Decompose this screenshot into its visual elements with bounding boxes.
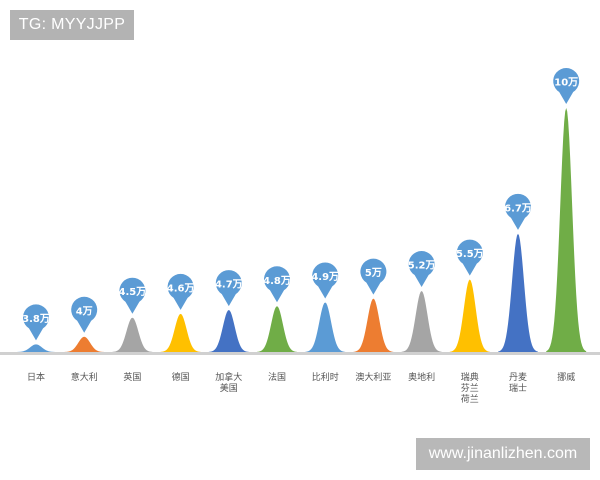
category-label-4: 德国 <box>172 371 190 383</box>
data-label-11: 6.7万 <box>504 202 532 214</box>
category-label-7: 比利时 <box>312 371 339 383</box>
watermark-tag: TG: MYYJJPP <box>10 10 134 40</box>
data-label-bubble-9 <box>408 251 435 287</box>
data-label-10: 5.5万 <box>456 248 484 260</box>
data-label-1: 3.8万 <box>22 313 50 325</box>
bar-10 <box>449 279 490 352</box>
category-label-10-line-2: 芬兰 <box>461 382 479 394</box>
bar-7 <box>305 302 346 352</box>
data-label-2: 4万 <box>76 305 93 317</box>
category-label-3: 英国 <box>123 371 141 383</box>
bar-1 <box>16 344 56 352</box>
site-url-watermark: www.jinanlizhen.com <box>416 438 590 470</box>
bar-11 <box>498 233 538 352</box>
data-label-bubble-2 <box>71 296 98 333</box>
baseline <box>0 352 600 355</box>
category-label-5-line-2: 美国 <box>220 382 238 394</box>
data-label-bubble-11 <box>504 193 531 230</box>
data-label-8: 5万 <box>365 267 382 279</box>
data-label-4: 4.6万 <box>167 282 195 294</box>
category-label-6: 法国 <box>268 371 286 383</box>
bar-9 <box>401 291 442 352</box>
data-label-bubble-1 <box>23 304 49 341</box>
data-label-bubble-7 <box>312 262 339 299</box>
data-label-bubble-5 <box>215 270 242 307</box>
bar-8 <box>353 298 394 352</box>
category-label-5-line-1: 加拿大 <box>215 371 242 383</box>
data-label-bubble-12 <box>553 68 580 104</box>
category-label-2: 意大利 <box>71 371 98 383</box>
category-label-12: 挪威 <box>557 371 575 383</box>
data-label-12: 10万 <box>554 77 578 89</box>
category-label-9: 奥地利 <box>408 371 435 383</box>
data-label-5: 4.7万 <box>215 279 243 291</box>
data-label-bubble-10 <box>456 239 483 276</box>
data-label-bubble-3 <box>119 277 146 314</box>
bar-12 <box>546 108 587 352</box>
bar-3 <box>112 317 153 352</box>
data-label-9: 5.2万 <box>408 260 436 272</box>
data-label-7: 4.9万 <box>311 271 339 283</box>
category-label-1: 日本 <box>27 371 45 383</box>
data-label-3: 4.5万 <box>119 286 147 298</box>
category-label-10-line-1: 瑞典 <box>461 371 479 383</box>
category-label-10-line-3: 荷兰 <box>461 393 479 405</box>
bar-2 <box>64 336 105 352</box>
bar-6 <box>257 306 297 352</box>
data-label-bubble-8 <box>360 258 387 295</box>
data-label-bubble-4 <box>167 273 194 310</box>
data-label-bubble-6 <box>264 266 291 303</box>
bar-4 <box>160 313 201 352</box>
category-label-11-line-1: 丹麦 <box>509 371 527 383</box>
data-label-6: 4.8万 <box>263 275 291 287</box>
category-label-11-line-2: 瑞士 <box>509 382 527 394</box>
bar-5 <box>208 310 249 352</box>
category-label-8: 澳大利亚 <box>355 371 391 383</box>
